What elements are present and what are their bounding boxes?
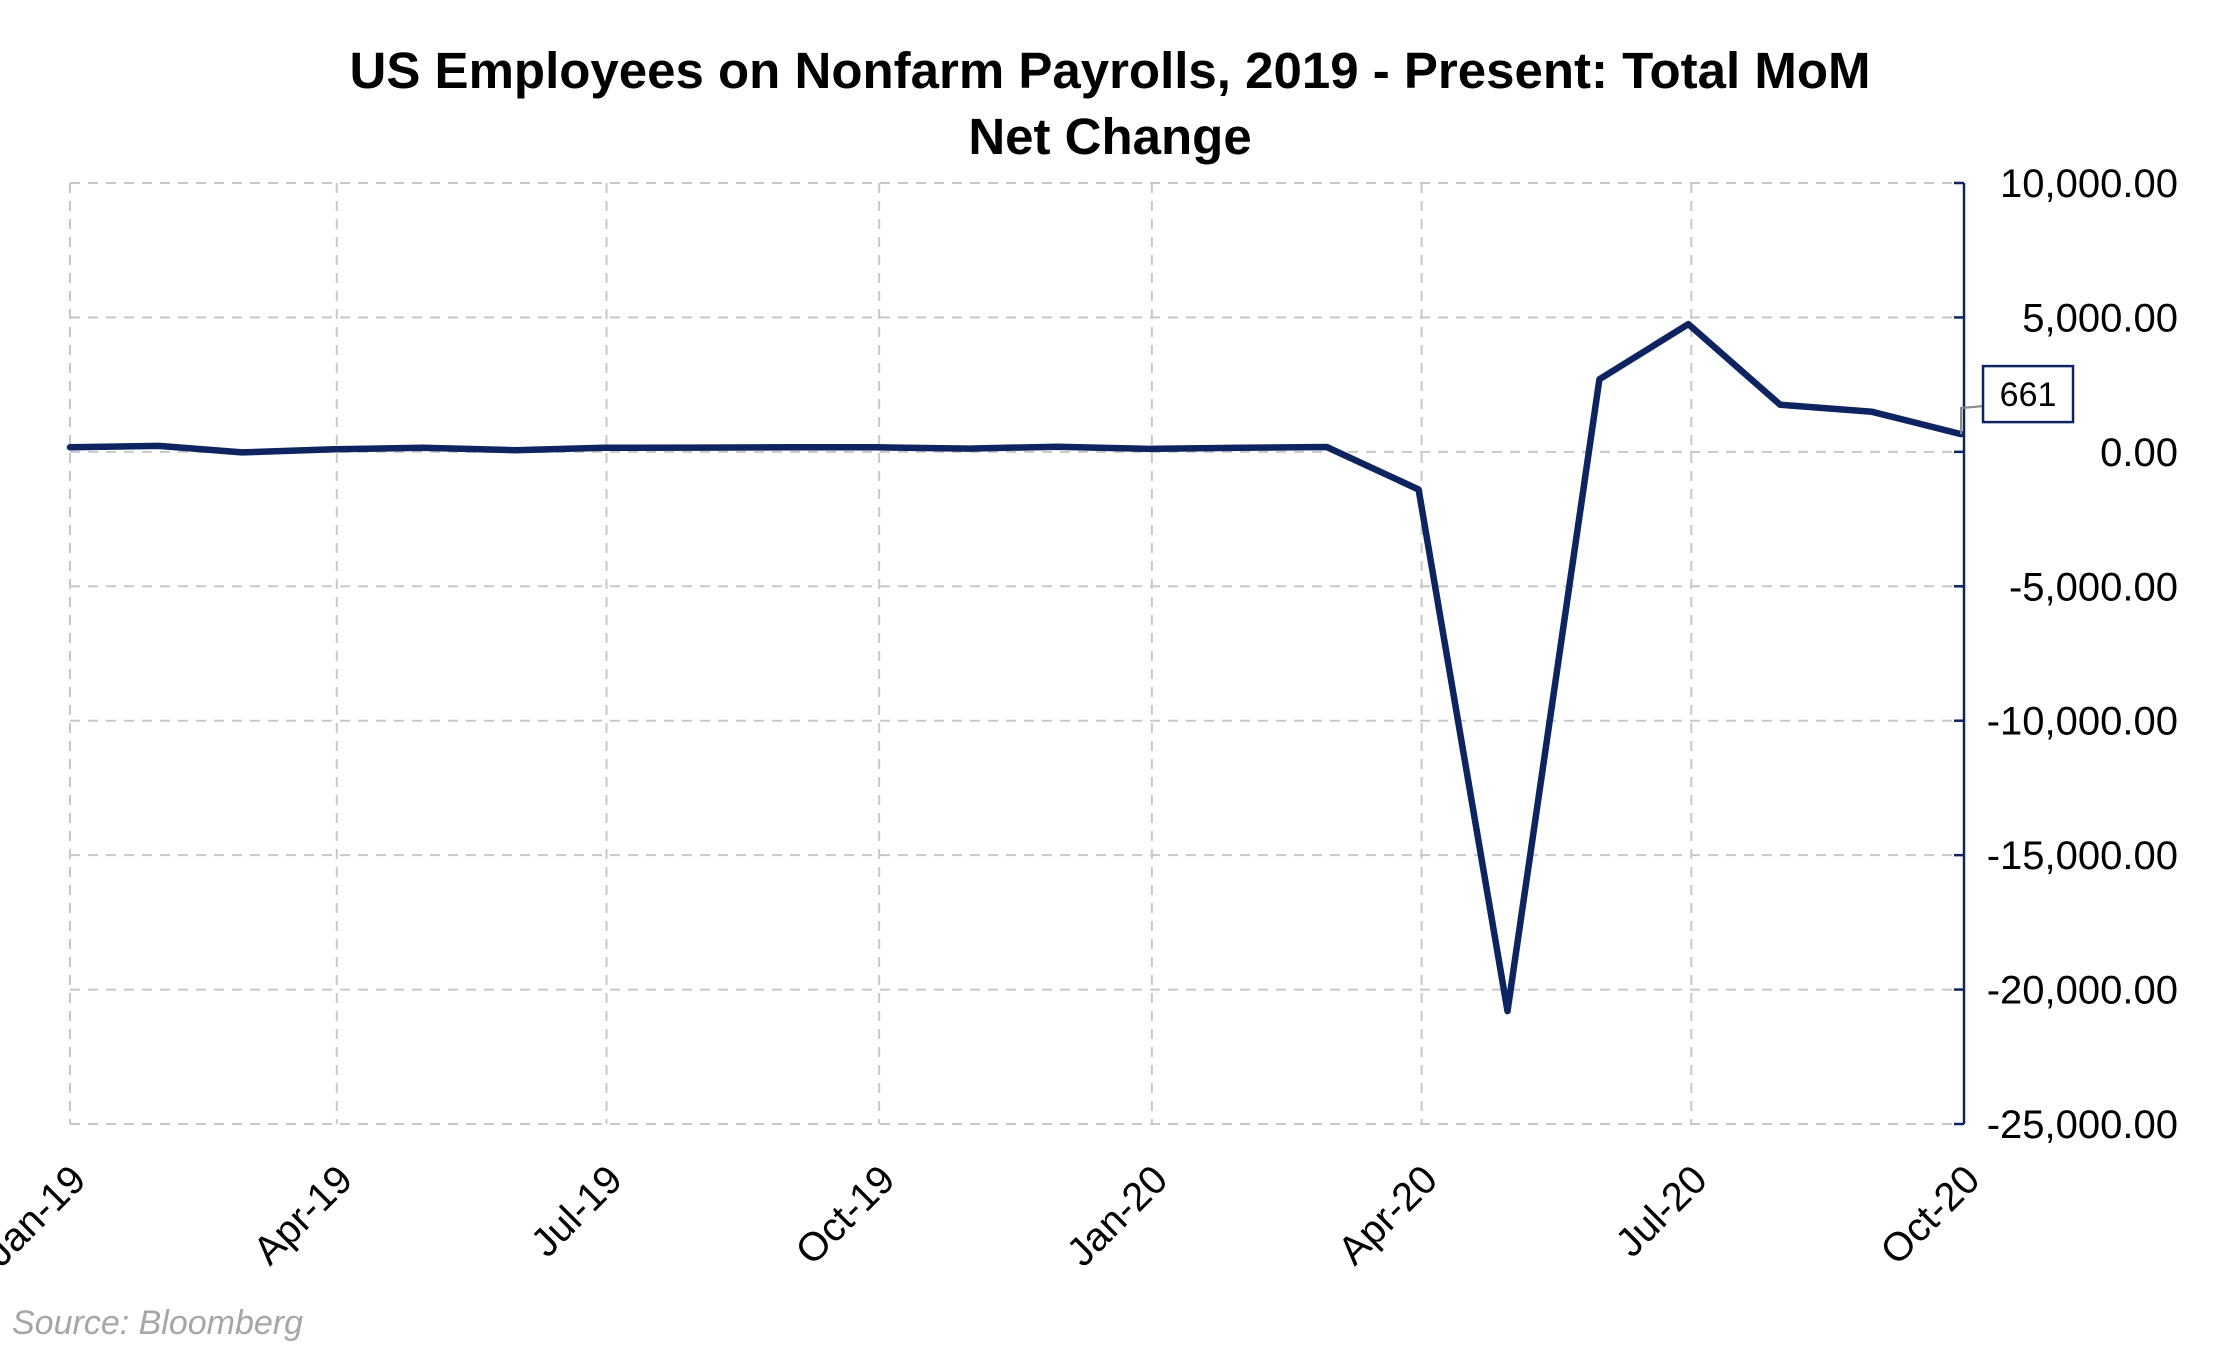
value-annotation: 661 xyxy=(1960,364,2075,435)
x-tick-label: Apr-19 xyxy=(245,1157,361,1273)
chart-title-line-1: US Employees on Nonfarm Payrolls, 2019 -… xyxy=(350,42,1871,99)
series-group xyxy=(66,320,1965,1015)
series-line xyxy=(66,320,1965,1015)
y-tick-label: 10,000.00 xyxy=(2000,162,2178,206)
x-tick-label: Oct-19 xyxy=(788,1157,904,1273)
y-tick-label: 0.00 xyxy=(2100,431,2178,475)
x-axis-labels: Jan-19 Apr-19 Jul-19 Oct-19 Jan-20 Apr-20 Jul-… xyxy=(0,1157,1988,1275)
annotation-box xyxy=(1981,364,2075,424)
y-tick-label: -25,000.00 xyxy=(1987,1103,2178,1147)
annotation-label: 661 xyxy=(2000,376,2057,414)
annotation-leader-line xyxy=(1960,405,1984,435)
y-tick-label: -10,000.00 xyxy=(1987,700,2178,744)
y-tick-label: -15,000.00 xyxy=(1987,834,2178,878)
chart-title-line-2: Net Change xyxy=(968,108,1251,165)
x-tick-label: Jul-19 xyxy=(523,1157,631,1265)
y-axis-ticks xyxy=(1954,181,1964,1126)
x-tick-label: Oct-20 xyxy=(1872,1157,1988,1273)
y-tick-label: 5,000.00 xyxy=(2022,296,2178,340)
x-tick-label: Jan-19 xyxy=(0,1157,94,1275)
y-tick-label: -20,000.00 xyxy=(1987,969,2178,1013)
x-tick-label: Jul-20 xyxy=(1608,1157,1716,1265)
source-note: Source: Bloomberg xyxy=(12,1304,303,1342)
y-axis-labels: 10,000.00 5,000.00 0.00 -5,000.00 -10,000.00… xyxy=(1987,162,2178,1147)
x-tick-label: Jan-20 xyxy=(1059,1157,1177,1275)
x-tick-label: Apr-20 xyxy=(1330,1157,1446,1273)
vertical-gridlines xyxy=(69,183,1965,1124)
horizontal-gridlines xyxy=(70,182,1964,1125)
y-tick-label: -5,000.00 xyxy=(2009,565,2178,609)
